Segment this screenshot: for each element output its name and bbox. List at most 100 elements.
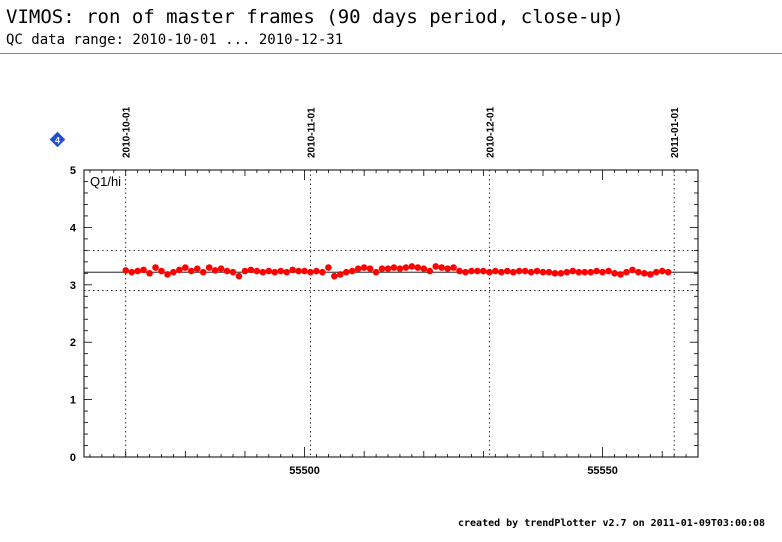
data-point bbox=[247, 266, 255, 274]
data-point bbox=[402, 264, 410, 271]
data-point bbox=[170, 268, 177, 276]
data-point bbox=[164, 271, 171, 278]
date-marker-label: 2011-01-01 bbox=[670, 107, 681, 158]
data-point bbox=[414, 264, 422, 271]
data-point bbox=[378, 265, 386, 273]
page-title: VIMOS: ron of master frames (90 days per… bbox=[6, 6, 624, 28]
data-point bbox=[134, 267, 141, 275]
data-point bbox=[271, 268, 279, 276]
data-point bbox=[432, 263, 440, 270]
data-point bbox=[438, 264, 445, 271]
data-point bbox=[331, 272, 338, 280]
data-point bbox=[497, 268, 505, 276]
data-point bbox=[289, 266, 296, 274]
data-point bbox=[533, 267, 541, 275]
data-point bbox=[241, 267, 249, 275]
data-point bbox=[664, 268, 672, 276]
data-point bbox=[450, 264, 457, 271]
x-tick-label: 55500 bbox=[289, 465, 320, 477]
page-subtitle: QC data range: 2010-10-01 ... 2010-12-31 bbox=[6, 32, 344, 48]
data-point bbox=[295, 267, 302, 275]
data-point bbox=[253, 267, 261, 275]
date-marker-label: 2010-10-01 bbox=[122, 106, 133, 158]
plot-frame bbox=[83, 169, 699, 458]
data-point bbox=[313, 267, 320, 275]
data-point bbox=[515, 267, 523, 275]
data-point bbox=[122, 267, 130, 274]
x-tick-label: 55550 bbox=[587, 465, 618, 477]
data-point bbox=[283, 268, 290, 276]
data-point bbox=[360, 264, 368, 271]
data-point bbox=[444, 265, 451, 273]
data-point bbox=[319, 268, 326, 276]
date-marker-label: 2010-11-01 bbox=[307, 107, 318, 158]
data-point bbox=[521, 267, 529, 275]
y-tick-label: 2 bbox=[70, 337, 76, 349]
data-point bbox=[527, 268, 535, 276]
data-point bbox=[229, 268, 237, 276]
data-point bbox=[193, 265, 201, 273]
data-point bbox=[462, 268, 469, 276]
data-point bbox=[605, 267, 612, 275]
data-point bbox=[509, 268, 517, 276]
data-point bbox=[348, 267, 356, 275]
data-point bbox=[342, 268, 350, 276]
footer-credit: created by trendPlotter v2.7 on 2011-01-… bbox=[458, 518, 766, 529]
data-point bbox=[647, 271, 654, 278]
data-point bbox=[325, 264, 332, 271]
data-point bbox=[128, 268, 135, 276]
data-point bbox=[259, 268, 267, 276]
data-point bbox=[593, 267, 600, 275]
title-divider bbox=[0, 53, 782, 54]
data-points bbox=[122, 263, 672, 280]
data-point bbox=[307, 268, 314, 276]
data-point bbox=[587, 268, 594, 276]
data-point bbox=[480, 267, 487, 275]
date-markers: 2010-10-01 2010-11-01 2010-12-01 2011-01-01 bbox=[122, 106, 681, 457]
data-point bbox=[474, 267, 481, 275]
axis-ticks: 0 1 2 3 4 5 55500 55550 bbox=[70, 165, 699, 477]
data-point bbox=[641, 270, 648, 277]
data-point bbox=[539, 268, 547, 276]
data-point bbox=[658, 267, 666, 275]
data-point bbox=[599, 268, 606, 276]
data-point bbox=[182, 264, 189, 271]
y-tick-label: 3 bbox=[70, 280, 76, 292]
data-point bbox=[354, 265, 362, 273]
data-point bbox=[337, 271, 344, 278]
data-point bbox=[176, 266, 183, 274]
data-point bbox=[545, 268, 553, 276]
data-point bbox=[372, 268, 380, 276]
data-point bbox=[223, 267, 231, 275]
data-point bbox=[217, 265, 225, 273]
data-point bbox=[199, 268, 207, 276]
data-point bbox=[468, 267, 475, 275]
date-marker-label: 2010-12-01 bbox=[485, 106, 496, 158]
data-point bbox=[456, 267, 463, 275]
y-tick-label: 4 bbox=[70, 222, 77, 234]
diamond-badge-icon: 4 bbox=[49, 131, 66, 148]
data-point bbox=[158, 267, 165, 275]
data-point bbox=[426, 267, 434, 275]
data-point bbox=[396, 265, 404, 273]
data-point bbox=[366, 265, 374, 273]
data-point bbox=[492, 267, 499, 275]
data-point bbox=[235, 272, 243, 280]
data-point bbox=[623, 268, 630, 276]
data-point bbox=[205, 264, 213, 271]
data-point bbox=[617, 271, 624, 278]
data-point bbox=[265, 267, 273, 275]
data-point bbox=[551, 270, 559, 277]
data-point bbox=[575, 268, 583, 276]
data-point bbox=[384, 265, 392, 273]
y-tick-label: 5 bbox=[70, 165, 76, 177]
panel-label: Q1/hi bbox=[90, 174, 121, 189]
data-point bbox=[581, 268, 589, 276]
y-tick-label: 1 bbox=[70, 395, 76, 407]
data-point bbox=[629, 266, 636, 274]
data-point bbox=[569, 267, 577, 275]
data-point bbox=[301, 267, 308, 275]
data-point bbox=[563, 268, 571, 276]
data-point bbox=[146, 270, 153, 277]
